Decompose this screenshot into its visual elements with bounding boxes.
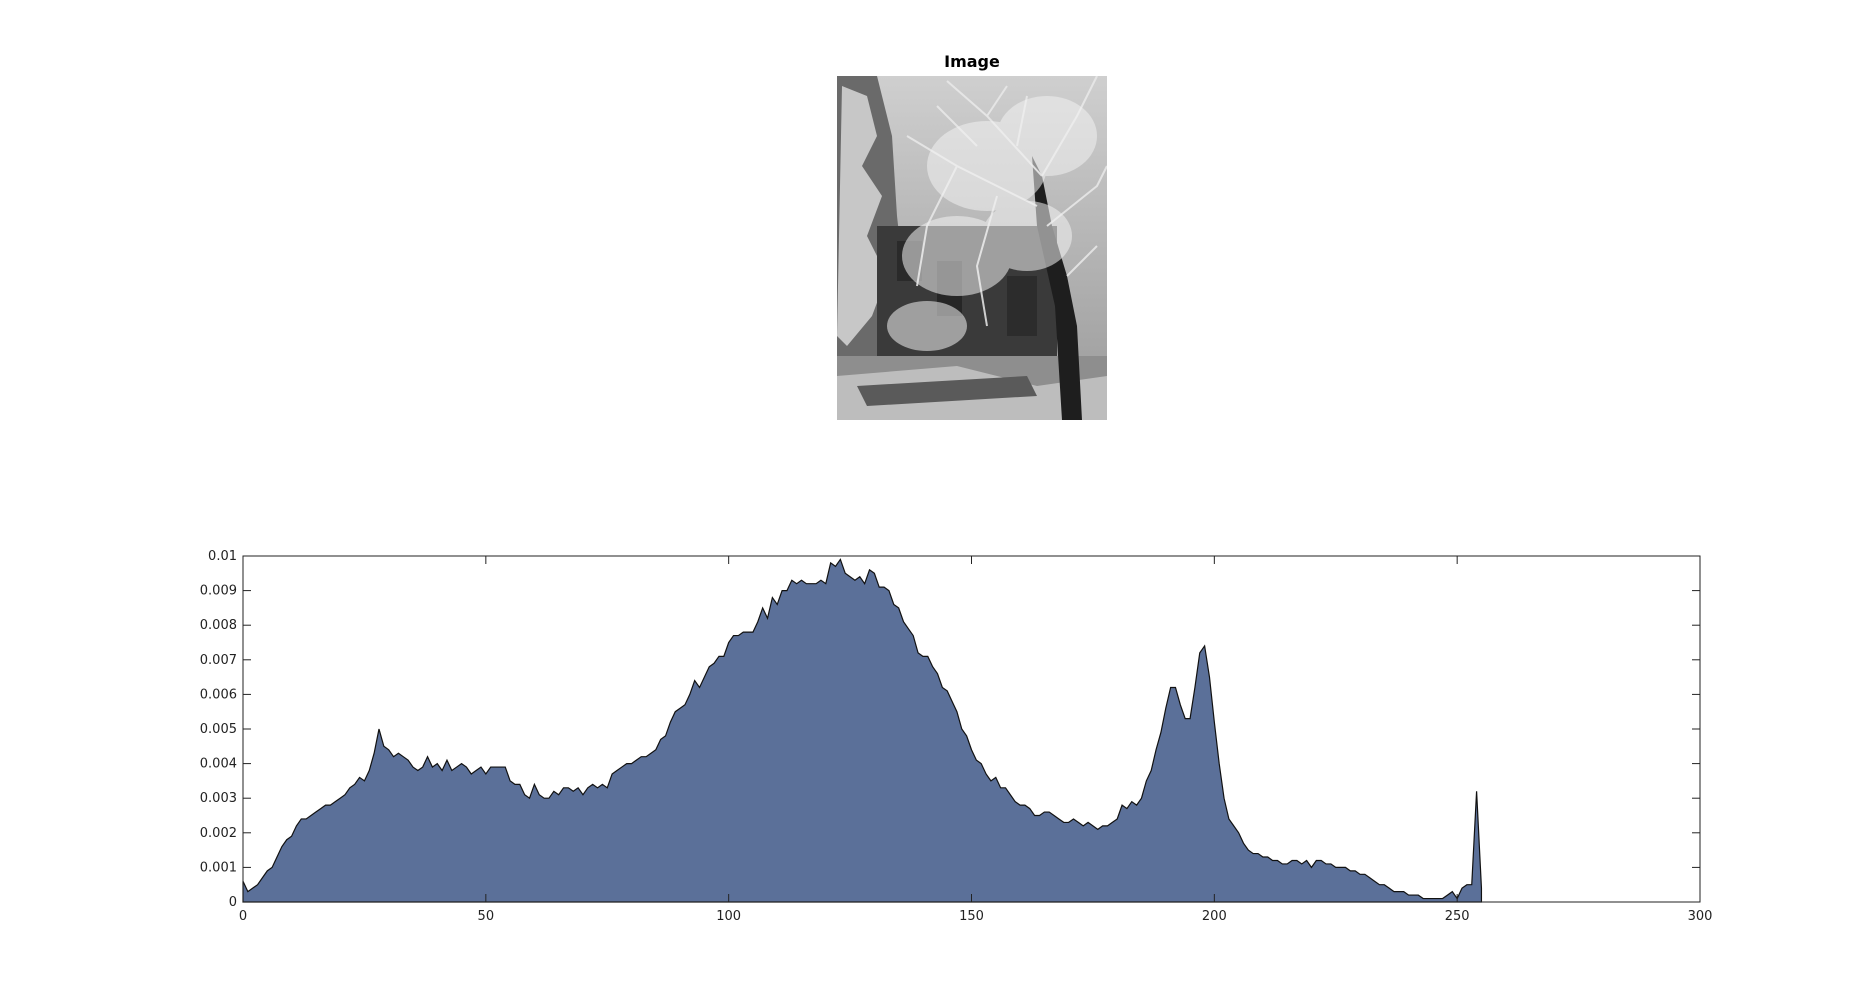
snow-trees-photo <box>837 76 1107 420</box>
histogram-area-layer <box>242 558 1483 903</box>
y-tick-label: 0.008 <box>200 618 237 633</box>
x-tick-label: 50 <box>478 909 495 924</box>
y-tick-label: 0.001 <box>200 860 237 875</box>
y-tick-label: 0.009 <box>200 584 237 599</box>
y-tick-label: 0.002 <box>200 826 237 841</box>
x-tick-label: 200 <box>1202 909 1227 924</box>
y-tick-label: 0.004 <box>200 757 237 772</box>
x-tick-label: 0 <box>239 909 247 924</box>
y-tick-label: 0.003 <box>200 791 237 806</box>
image-title: Image <box>944 52 1000 71</box>
y-tick-label: 0.007 <box>200 653 237 668</box>
y-axis: 0 0.001 0.002 0.003 0.004 0.005 0.006 0.007 0.00… <box>200 549 1700 910</box>
y-tick-label: 0.005 <box>200 722 237 737</box>
y-tick-label: 0.006 <box>200 687 237 702</box>
x-tick-label: 150 <box>959 909 984 924</box>
y-tick-label: 0 <box>229 895 237 910</box>
y-tick-label: 0.01 <box>208 549 237 564</box>
histogram-area <box>242 558 1483 903</box>
x-tick-label: 300 <box>1688 909 1713 924</box>
x-tick-label: 250 <box>1445 909 1470 924</box>
x-tick-label: 100 <box>716 909 741 924</box>
x-axis: 0 50 100 150 200 250 300 <box>239 556 1713 924</box>
